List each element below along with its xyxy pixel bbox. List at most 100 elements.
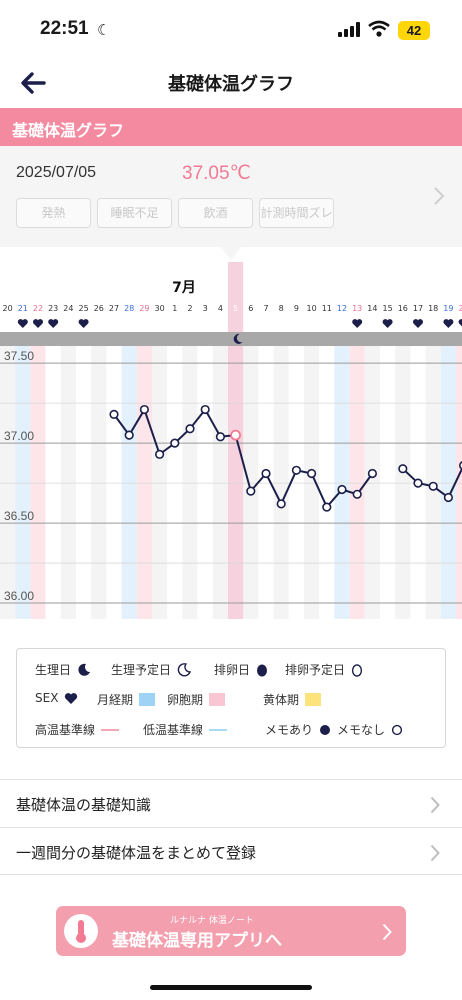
menu-item-label: 一週間分の基礎体温をまとめて登録 (16, 844, 257, 862)
day-tick-label: 16 (398, 304, 408, 313)
focus-moon-icon: ☾ (97, 21, 111, 39)
day-tick-label: 30 (155, 304, 165, 313)
day-tick-label: 15 (383, 304, 393, 313)
status-bar: 22:51 ☾ 42 (0, 0, 462, 60)
period-band (0, 332, 462, 346)
day-column-bg (334, 344, 350, 619)
sex-heart-icon (412, 319, 424, 328)
legend-ovulation-expected: 排卵予定日 (285, 661, 363, 678)
legend-memo-no: メモなし (337, 721, 403, 738)
data-point (322, 502, 332, 512)
day-column-bg (273, 344, 289, 619)
day-column-bg (182, 344, 198, 619)
day-tick-label: 27 (109, 304, 119, 313)
day-tick-label: 29 (139, 304, 149, 313)
day-tick-label: 12 (337, 304, 347, 313)
legend-sex: SEX (35, 691, 78, 705)
day-tick-label: 2 (187, 304, 192, 313)
day-tick-label: 26 (94, 304, 104, 313)
high-baseline-swatch (101, 728, 120, 731)
tag-drinking[interactable]: 飲酒 (178, 198, 253, 228)
app-banner-subtitle: ルナルナ 体温ノート (170, 916, 254, 926)
back-arrow-icon[interactable] (18, 68, 48, 98)
day-tick-label: 22 (33, 304, 43, 313)
menu-item-weekly-register[interactable]: 一週間分の基礎体温をまとめて登録 (0, 827, 462, 875)
moon-filled-icon (78, 663, 91, 676)
home-indicator (150, 985, 312, 990)
day-tick-label: 18 (428, 304, 438, 313)
data-point (246, 486, 256, 496)
day-tick-label: 17 (413, 304, 423, 313)
data-point (261, 468, 271, 479)
selected-day-panel[interactable]: 2025/07/05 37.05℃ 発熱 睡眠不足 飲酒 計測時間ズレ (0, 146, 462, 247)
day-tick-label: 11 (322, 304, 332, 313)
day-tick-label: 4 (218, 304, 223, 313)
low-baseline-swatch (209, 728, 228, 731)
day-tick-label: 14 (367, 304, 377, 313)
day-column-bg (319, 344, 335, 619)
data-point (367, 468, 378, 479)
menu-item-label: 基礎体温の基礎知識 (16, 796, 152, 814)
day-column-bg (288, 344, 304, 619)
page-title: 基礎体温グラフ (168, 74, 294, 95)
data-point (337, 484, 347, 495)
legend-period-day: 生理日 (35, 661, 91, 678)
sex-heart-icon (48, 319, 59, 328)
legend-high-baseline: 高温基準線 (35, 721, 120, 738)
day-column-bg (380, 344, 396, 619)
battery-level: 42 (406, 23, 422, 38)
y-tick-label: 37.00 (4, 429, 34, 443)
selected-temperature: 37.05℃ (182, 163, 251, 184)
sex-heart-icon (382, 319, 393, 328)
dot-filled-icon (320, 724, 331, 735)
day-tick-label: 20 (3, 304, 13, 313)
wifi-icon (368, 20, 390, 37)
day-column-bg (136, 344, 152, 619)
legend-ovulation-day: 排卵日 (214, 661, 268, 678)
day-tick-label: 8 (279, 304, 284, 313)
day-column-bg (243, 344, 259, 619)
tag-fever[interactable]: 発熱 (16, 198, 91, 228)
selected-date: 2025/07/05 (16, 164, 97, 181)
sex-heart-icon (443, 319, 454, 328)
tag-time-shift[interactable]: 計測時間ズレ (259, 198, 334, 228)
data-point (200, 404, 210, 415)
legend-memo-yes: メモあり (265, 721, 331, 738)
legend-label: 高温基準線 (35, 723, 96, 737)
luteal-swatch (305, 693, 322, 706)
day-column-bg (91, 344, 107, 619)
chevron-right-icon (430, 796, 440, 814)
data-point (185, 424, 195, 434)
legend-label: メモなし (337, 723, 386, 737)
day-column-bg (440, 344, 456, 619)
selected-data-point (230, 429, 242, 441)
app-banner-button[interactable]: ルナルナ 体温ノート 基礎体温専用アプリへ (56, 906, 406, 956)
section-header: 基礎体温グラフ (0, 108, 462, 146)
y-tick-label: 36.50 (4, 509, 34, 523)
day-tick-label: 5 (233, 304, 238, 313)
data-point (307, 468, 317, 479)
day-tick-label: 10 (307, 304, 317, 313)
day-column-bg (60, 344, 76, 619)
menstrual-swatch (139, 693, 156, 706)
day-column-bg (197, 344, 213, 619)
day-column-bg (364, 344, 380, 619)
data-point (413, 478, 423, 488)
day-tick-label: 24 (63, 304, 73, 313)
y-tick-label: 37.50 (4, 349, 34, 363)
day-column-bg (106, 344, 122, 619)
data-point (291, 465, 302, 475)
menu-item-basics[interactable]: 基礎体温の基礎知識 (0, 779, 462, 827)
day-column-bg (425, 344, 441, 619)
data-point (459, 461, 462, 470)
tag-lack-of-sleep[interactable]: 睡眠不足 (97, 198, 172, 228)
data-point (443, 492, 454, 503)
day-column-bg (349, 344, 365, 619)
day-column-bg (152, 344, 168, 619)
chevron-right-icon[interactable] (433, 186, 445, 206)
condition-tags: 発熱 睡眠不足 飲酒 計測時間ズレ (16, 198, 334, 228)
y-tick-label: 36.00 (4, 589, 34, 603)
legend-label: 低温基準線 (143, 723, 204, 737)
legend-label: メモあり (265, 723, 314, 737)
